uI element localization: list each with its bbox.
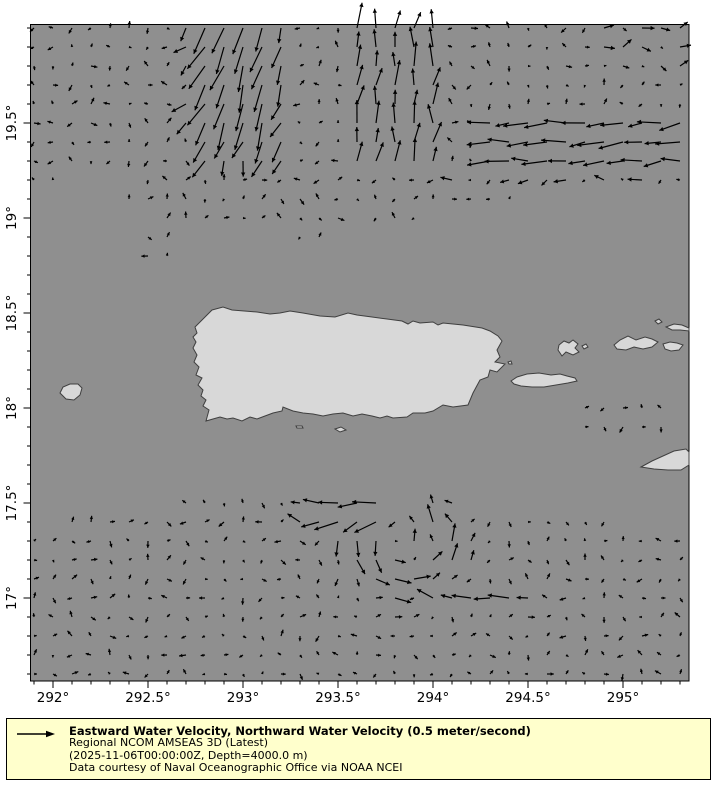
y-tick-label: 18°: [4, 396, 20, 420]
legend-courtesy: Data courtesy of Naval Oceanographic Off…: [69, 761, 403, 775]
island-islet-south: [295, 425, 304, 429]
island-culebra: [557, 339, 580, 357]
x-tick-label: 293°: [227, 690, 260, 706]
reference-arrow-icon: [17, 730, 55, 738]
x-tick-label: 293.5°: [315, 690, 360, 706]
island-vieques: [510, 372, 578, 388]
legend-time-depth: (2025-11-06T00:00:00Z, Depth=4000.0 m): [69, 748, 308, 762]
x-tick-label: 292°: [37, 690, 70, 706]
island-st-john: [662, 341, 684, 352]
legend-title: Eastward Water Velocity, Northward Water…: [69, 724, 531, 738]
island-tortola: [664, 323, 690, 332]
axis-ticks: 292° 292.5° 293° 293.5° 294° 294.5° 295° 19.5° 1…: [4, 27, 681, 706]
island-shapes: [59, 306, 690, 471]
y-tick-label: 19.5°: [4, 105, 20, 142]
y-tick-label: 18.5°: [4, 295, 20, 332]
y-tick-label: 17.5°: [4, 485, 20, 522]
island-st-croix: [639, 448, 690, 471]
y-tick-label: 19°: [4, 206, 20, 230]
island-puerto-rico: [192, 306, 507, 422]
x-tick-label: 295°: [607, 690, 640, 706]
velocity-arrows: [29, 2, 692, 681]
x-tick-label: 294.5°: [505, 690, 550, 706]
island-st-thomas: [613, 335, 659, 351]
island-palominos: [507, 360, 513, 365]
island-islet-ne: [654, 318, 663, 325]
island-caja-de-muertos: [333, 426, 348, 433]
x-tick-label: 292.5°: [125, 690, 170, 706]
legend-text-block: Eastward Water Velocity, Northward Water…: [69, 725, 531, 775]
y-tick-label: 17°: [4, 586, 20, 610]
map-plot: 292° 292.5° 293° 293.5° 294° 294.5° 295° 19.5° 1…: [4, 2, 692, 706]
x-tick-label: 294°: [417, 690, 450, 706]
legend-box: Eastward Water Velocity, Northward Water…: [6, 718, 711, 780]
island-culebrita: [581, 343, 589, 350]
island-mona: [59, 383, 83, 401]
legend-dataset: Regional NCOM AMSEAS 3D (Latest): [69, 736, 268, 750]
